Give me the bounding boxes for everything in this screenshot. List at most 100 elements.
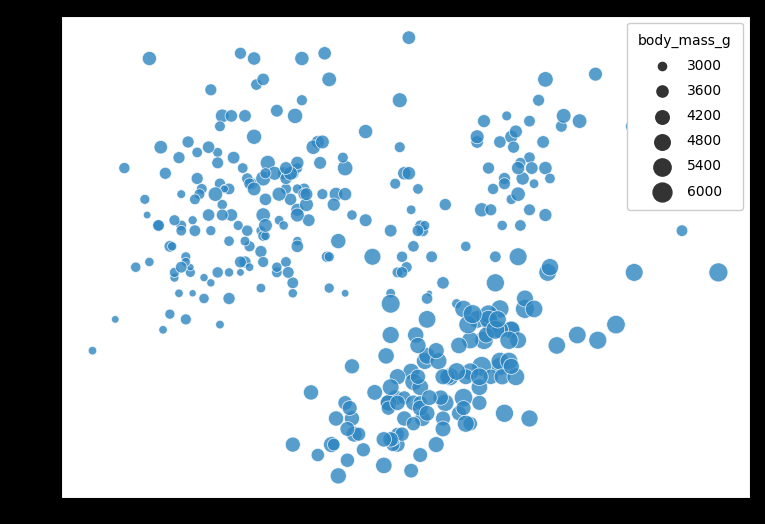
- Point: [378, 461, 390, 470]
- Point: [574, 117, 586, 125]
- Point: [173, 154, 185, 162]
- Point: [389, 394, 402, 402]
- Point: [628, 268, 640, 277]
- Point: [138, 195, 151, 203]
- Point: [382, 399, 395, 407]
- Point: [343, 404, 356, 412]
- Point: [505, 325, 517, 334]
- Point: [414, 221, 426, 230]
- Point: [523, 205, 535, 214]
- Point: [339, 399, 351, 407]
- Point: [287, 440, 299, 449]
- Point: [180, 315, 192, 323]
- Point: [490, 279, 502, 287]
- Point: [503, 357, 515, 365]
- Point: [239, 258, 251, 266]
- Point: [626, 122, 638, 130]
- Point: [474, 383, 486, 391]
- Point: [509, 373, 522, 381]
- Point: [360, 127, 372, 136]
- Point: [339, 190, 351, 199]
- Point: [287, 169, 299, 178]
- Point: [505, 362, 517, 370]
- Point: [187, 216, 199, 224]
- Point: [425, 253, 438, 261]
- Point: [282, 268, 295, 277]
- Point: [500, 112, 513, 120]
- Point: [175, 263, 187, 271]
- Point: [155, 143, 167, 151]
- Point: [259, 221, 272, 230]
- Point: [259, 195, 272, 203]
- Point: [157, 325, 169, 334]
- Point: [248, 133, 260, 141]
- Point: [205, 85, 217, 94]
- Point: [532, 96, 545, 104]
- Point: [496, 373, 508, 381]
- Point: [591, 336, 604, 344]
- Point: [214, 180, 226, 188]
- Point: [382, 399, 395, 407]
- Point: [287, 279, 299, 287]
- Point: [129, 263, 142, 271]
- Point: [471, 138, 483, 146]
- Point: [451, 300, 463, 308]
- Point: [296, 96, 308, 104]
- Point: [196, 185, 208, 193]
- Point: [571, 331, 584, 339]
- Point: [152, 221, 164, 230]
- Point: [285, 169, 297, 178]
- Point: [339, 164, 351, 172]
- Point: [234, 258, 246, 266]
- Point: [369, 388, 381, 397]
- Point: [512, 253, 524, 261]
- Point: [399, 414, 411, 423]
- Point: [198, 294, 210, 303]
- Point: [476, 362, 488, 370]
- Point: [407, 399, 419, 407]
- Point: [257, 174, 269, 183]
- Point: [471, 133, 483, 141]
- Point: [180, 258, 192, 266]
- Point: [311, 138, 324, 146]
- Point: [380, 352, 392, 360]
- Point: [385, 289, 397, 298]
- Point: [385, 226, 397, 235]
- Point: [262, 159, 274, 167]
- Point: [327, 440, 340, 449]
- Point: [392, 268, 404, 277]
- Point: [291, 205, 304, 214]
- Point: [323, 253, 335, 261]
- Point: [257, 211, 269, 219]
- Point: [218, 185, 230, 193]
- Point: [430, 346, 442, 355]
- Point: [152, 221, 164, 230]
- Point: [205, 279, 217, 287]
- Point: [407, 378, 419, 386]
- Point: [467, 310, 479, 319]
- Point: [280, 174, 292, 183]
- Point: [551, 341, 563, 350]
- Point: [311, 451, 324, 459]
- Point: [519, 294, 531, 303]
- Point: [474, 373, 486, 381]
- Point: [298, 190, 311, 199]
- Point: [225, 112, 237, 120]
- Point: [214, 320, 226, 329]
- Point: [175, 226, 187, 235]
- Point: [453, 409, 465, 418]
- Point: [318, 49, 330, 58]
- Point: [493, 305, 506, 313]
- Point: [291, 164, 304, 172]
- Point: [327, 200, 340, 209]
- Point: [280, 164, 292, 172]
- Point: [234, 49, 246, 58]
- Point: [168, 268, 181, 277]
- Point: [514, 159, 526, 167]
- Point: [243, 242, 256, 250]
- Point: [416, 414, 428, 423]
- Point: [353, 430, 365, 439]
- Point: [259, 232, 272, 240]
- Point: [490, 325, 502, 334]
- Point: [223, 268, 235, 277]
